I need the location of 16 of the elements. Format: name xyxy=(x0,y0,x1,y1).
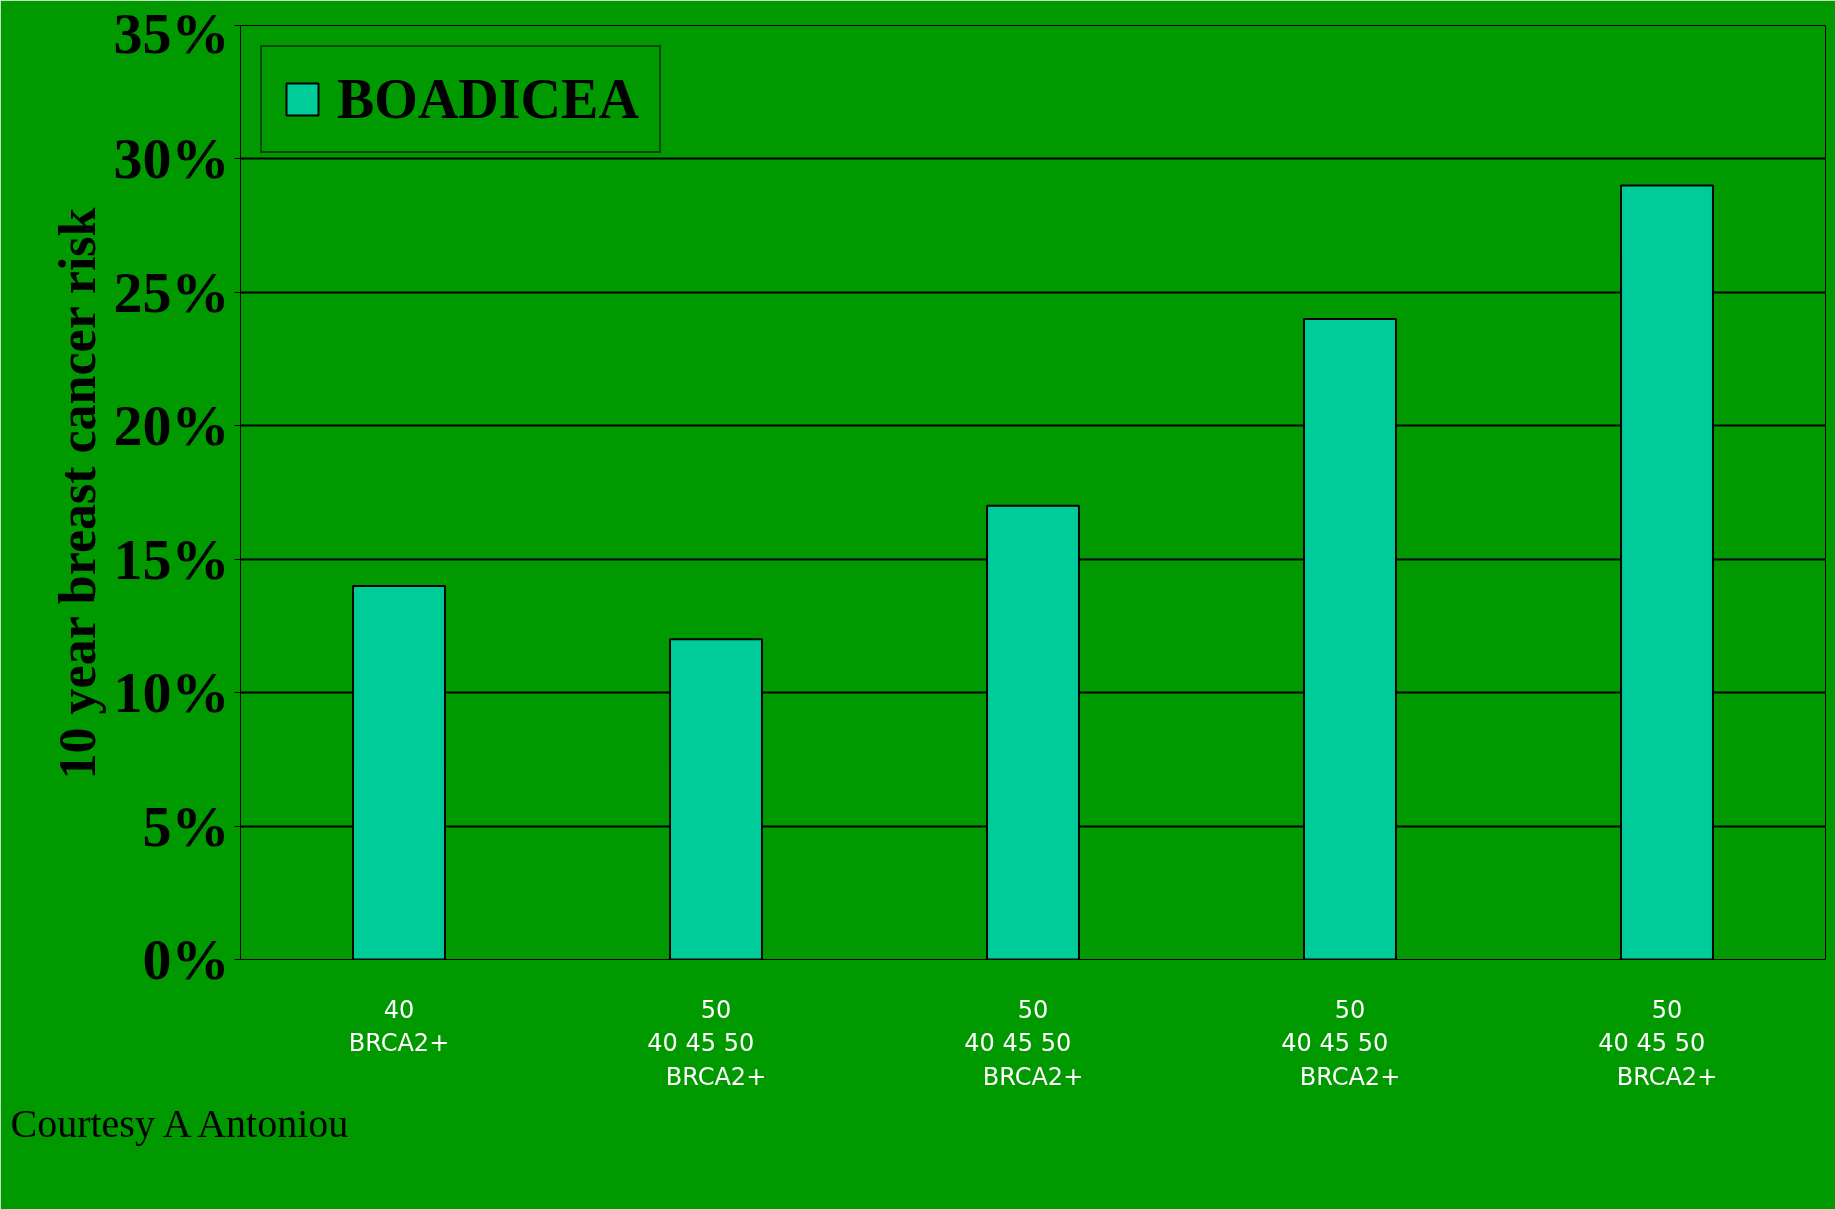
y-tick-label: 35% xyxy=(113,0,230,66)
text: Courtesy A Antoniou xyxy=(10,1100,349,1146)
y-tick-label: 15% xyxy=(113,526,230,592)
legend-label: BOADICEA xyxy=(337,67,639,131)
y-tick-label: 25% xyxy=(113,259,230,325)
y-tick-label: 5% xyxy=(142,793,230,859)
x-tick-label: 40 BRCA2+ xyxy=(348,995,450,1058)
y-tick-label: 20% xyxy=(113,393,230,459)
y-tick-label: 0% xyxy=(142,927,230,992)
x-tick-label: 50 40 45 50 BRCA2+ xyxy=(647,995,767,1091)
y-axis-title: 10 year breast cancer risk xyxy=(48,207,106,780)
y-tick-label: 10% xyxy=(113,660,230,726)
x-tick-label: 50 40 45 50 BRCA2+ xyxy=(1281,995,1401,1091)
x-tick-label: 50 40 45 50 BRCA2+ xyxy=(964,995,1084,1091)
x-tick-label: 50 40 45 50 BRCA2+ xyxy=(1598,995,1718,1091)
y-tick-label: 30% xyxy=(113,126,230,192)
